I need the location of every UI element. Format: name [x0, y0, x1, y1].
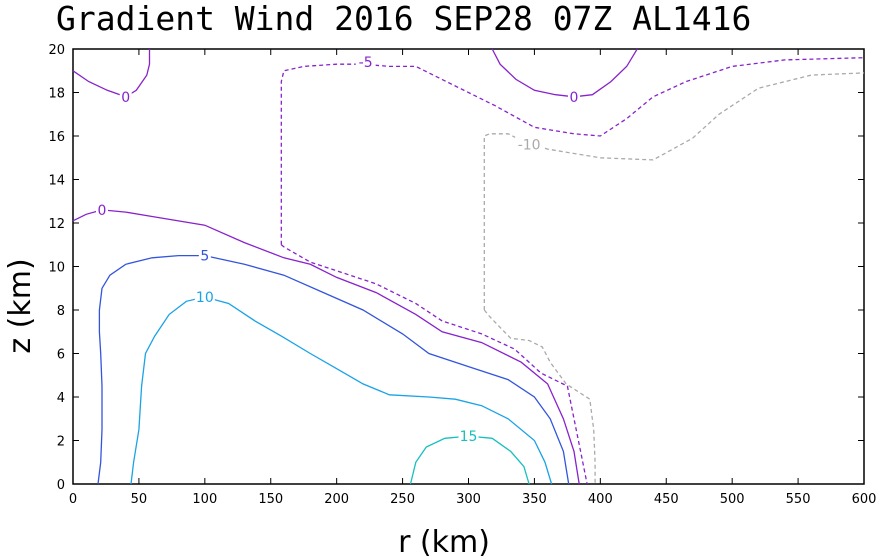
contour-layer: [72, 48, 865, 485]
y-tick-label: 8: [57, 304, 65, 319]
x-axis: 0 50 100 150 200 250 300 350 400 450 500 550 600: [69, 49, 877, 507]
contour-line-1: [130, 296, 553, 485]
y-axis-label: z (km): [3, 258, 38, 353]
contour-label: 15: [460, 429, 478, 445]
contour-label-bg: [515, 136, 544, 153]
x-tick-label: 600: [852, 492, 877, 507]
contour-label-bg: [458, 428, 479, 445]
contour-label-layer: 15 10 5 0 0 0 -5 -10: [96, 54, 580, 445]
x-tick-label: 300: [456, 492, 481, 507]
y-tick-label: 0: [57, 478, 65, 493]
contour-label: 5: [200, 249, 209, 265]
y-tick-label: 2: [57, 435, 65, 450]
contour-line-2: [97, 254, 570, 485]
x-axis-label: r (km): [398, 525, 490, 560]
contour-line-6-b: [280, 244, 588, 485]
contour-line-4: [72, 49, 151, 98]
y-tick-label: 4: [57, 391, 65, 406]
contour-label-bg: [194, 288, 215, 305]
contour-label-bg: [96, 201, 109, 218]
x-tick-label: 50: [131, 492, 148, 507]
chart-title: Gradient Wind 2016 SEP28 07Z AL1416: [56, 0, 751, 38]
y-tick-label: 18: [48, 87, 65, 102]
x-tick-label: 150: [258, 492, 283, 507]
y-tick-label: 16: [48, 130, 65, 145]
contour-label: -5: [359, 55, 373, 71]
contour-label: 0: [570, 90, 579, 106]
x-tick-label: 100: [192, 492, 217, 507]
y-tick-label: 10: [48, 261, 65, 276]
contour-label-bg: [198, 247, 211, 264]
y-tick-label: 12: [48, 217, 65, 232]
contour-label-bg: [355, 54, 376, 71]
x-tick-label: 450: [654, 492, 679, 507]
x-tick-label: 500: [720, 492, 745, 507]
contour-label: 10: [196, 290, 214, 306]
x-tick-label: 200: [324, 492, 349, 507]
contour-label-bg: [119, 88, 132, 105]
contour-label-bg: [567, 88, 580, 105]
contour-line-3: [72, 209, 580, 485]
x-tick-label: 550: [786, 492, 811, 507]
contour-label: 0: [121, 90, 130, 106]
contour-line-7-b: [483, 309, 596, 484]
y-tick-label: 6: [57, 348, 65, 363]
x-tick-label: 350: [522, 492, 547, 507]
y-tick-label: 20: [48, 43, 65, 58]
x-tick-label: 250: [390, 492, 415, 507]
contour-label: -10: [518, 138, 541, 154]
y-tick-label: 14: [48, 174, 65, 189]
contour-line-5: [491, 48, 638, 98]
y-axis: 0 2 4 6 8 10 12 14 16 18 20: [48, 43, 864, 493]
contour-label: 0: [98, 203, 107, 219]
plot-frame: [72, 48, 865, 485]
contour-line-7: [483, 72, 865, 310]
contour-line-6: [280, 57, 865, 245]
x-tick-label: 400: [588, 492, 613, 507]
x-tick-label: 0: [69, 492, 77, 507]
